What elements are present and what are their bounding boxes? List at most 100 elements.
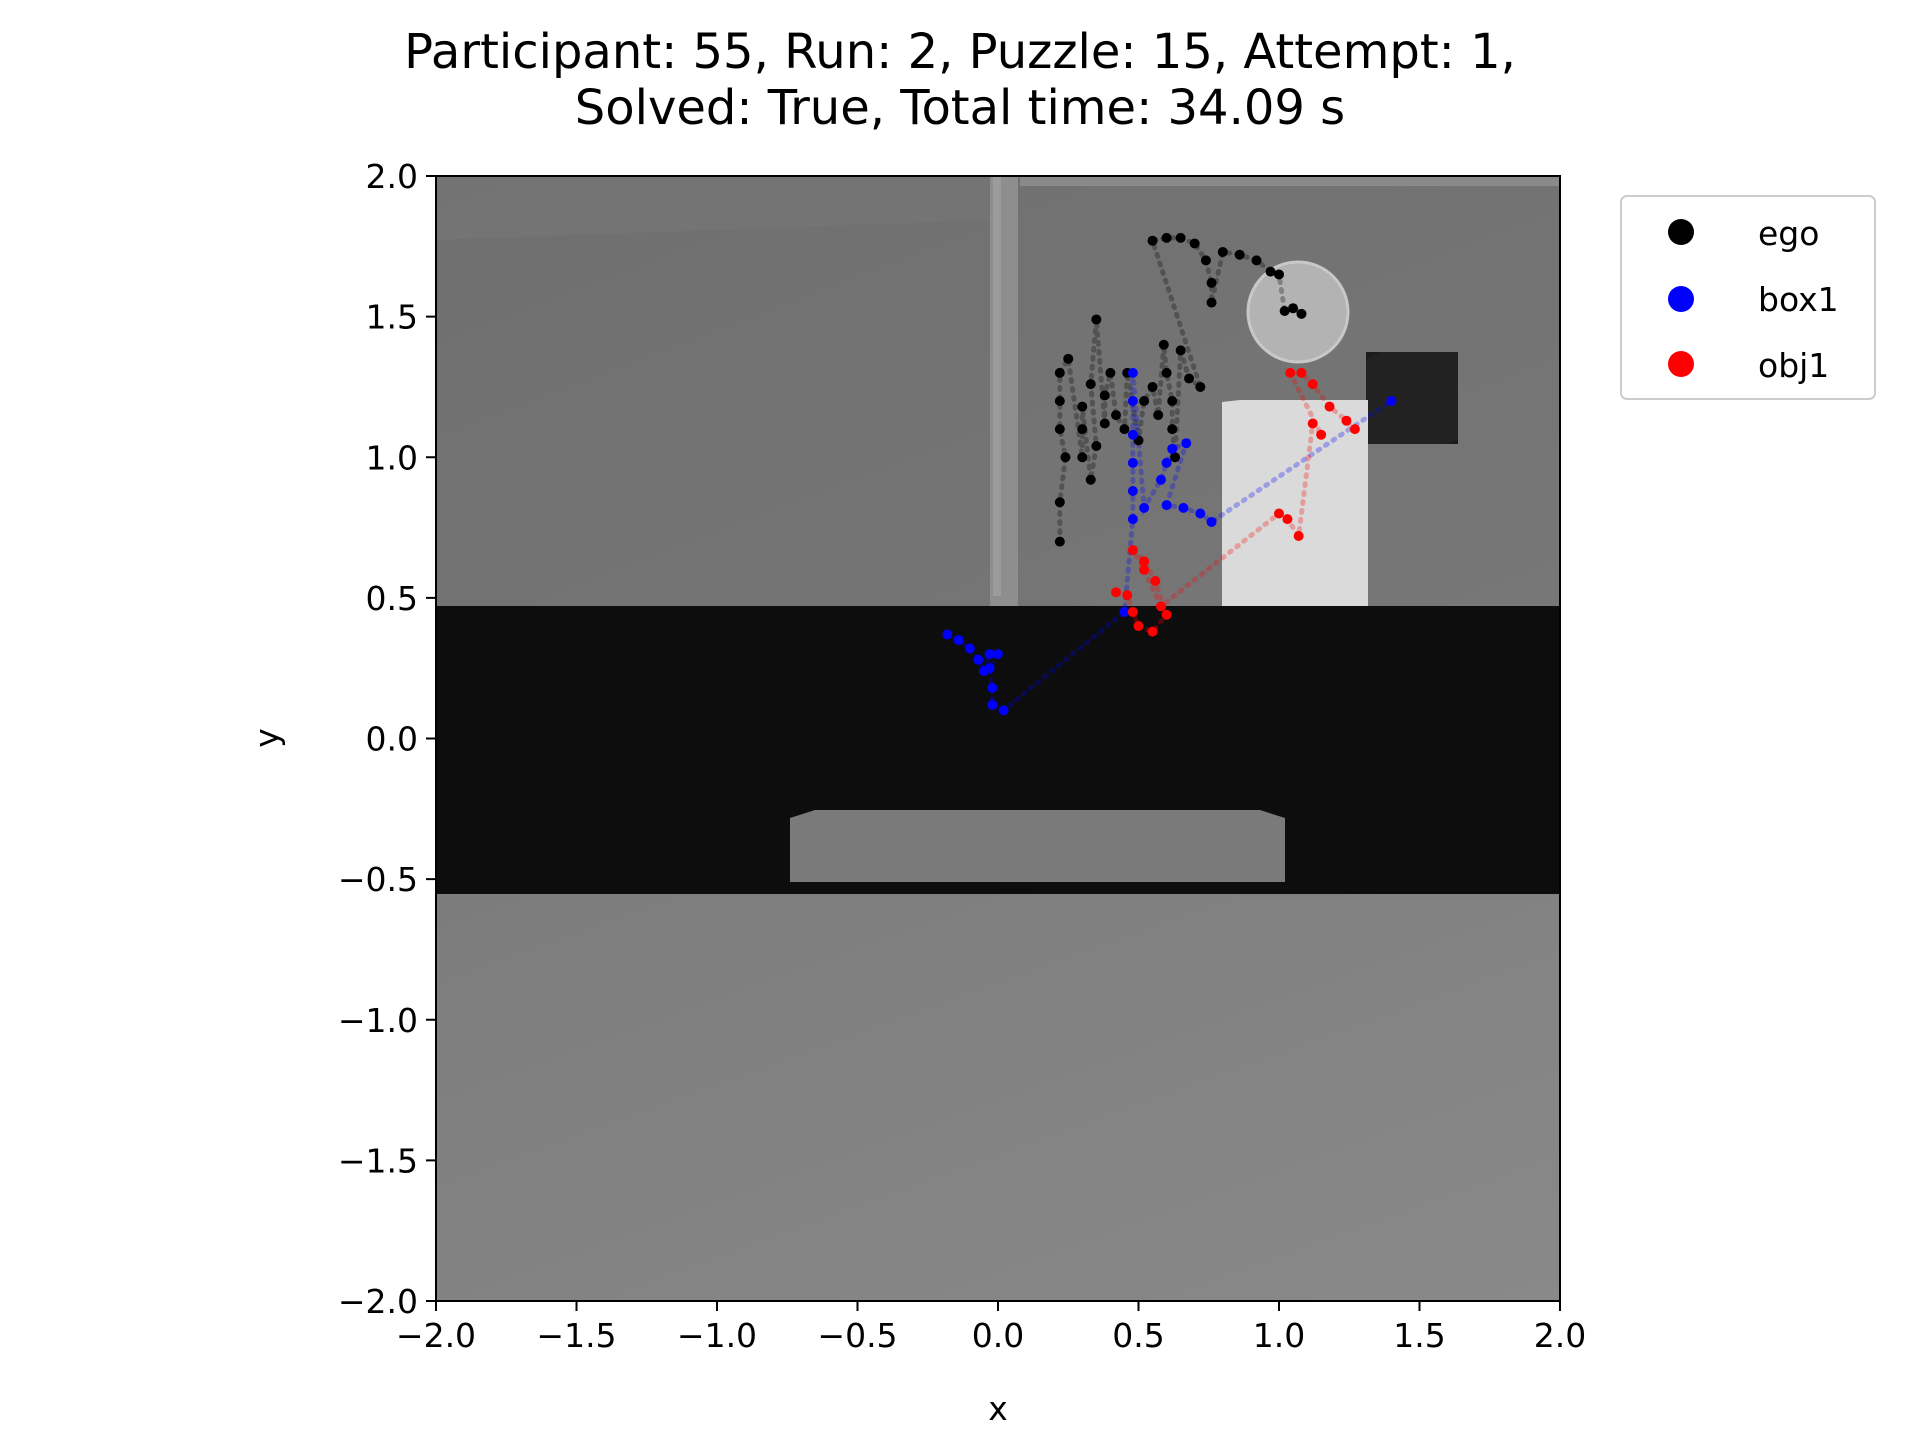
y-axis-ticks: −2.0 −1.5 −1.0 −0.5 0.0 0.5 1.0 1.5 2.0 xyxy=(338,157,436,1321)
point-ego xyxy=(1077,452,1088,463)
point-ego xyxy=(1296,308,1307,319)
point-ego xyxy=(1251,255,1262,266)
point-ego xyxy=(1147,381,1158,392)
legend-marker-obj1 xyxy=(1668,351,1694,377)
scene-upper-shade xyxy=(436,176,990,240)
point-ego xyxy=(1091,441,1102,451)
point-ego xyxy=(1167,424,1178,435)
scene-background-image xyxy=(436,176,1560,1301)
point-obj1 xyxy=(1285,367,1296,378)
legend-label-box1: box1 xyxy=(1758,280,1839,319)
point-obj1 xyxy=(1282,514,1293,525)
point-ego xyxy=(1175,232,1186,243)
point-box1 xyxy=(973,654,984,665)
point-obj1 xyxy=(1274,508,1284,519)
point-obj1 xyxy=(1139,564,1150,575)
point-ego xyxy=(1105,367,1116,378)
scene-lower-floor xyxy=(436,894,1560,1301)
x-tick-label: −1.5 xyxy=(536,1316,616,1355)
point-obj1 xyxy=(1133,621,1144,631)
point-box1 xyxy=(993,649,1003,660)
point-ego xyxy=(1175,345,1186,356)
point-obj1 xyxy=(1349,424,1360,435)
point-obj1 xyxy=(1161,609,1172,620)
point-ego xyxy=(1158,339,1169,350)
point-ego xyxy=(1217,246,1228,257)
point-obj1 xyxy=(1307,379,1318,390)
y-tick-label: 0.5 xyxy=(366,579,418,618)
legend-box xyxy=(1620,195,1876,400)
trace-box1 xyxy=(944,372,1394,714)
point-ego xyxy=(1184,373,1195,384)
x-tick-label: 1.5 xyxy=(1393,1316,1445,1355)
point-ego xyxy=(1161,367,1172,378)
point-box1 xyxy=(1386,396,1397,406)
legend-marker-box1 xyxy=(1668,286,1694,312)
point-ego xyxy=(1085,379,1096,390)
point-obj1 xyxy=(1324,401,1335,412)
legend-label-obj1: obj1 xyxy=(1758,346,1829,385)
point-box1 xyxy=(1139,502,1150,513)
y-tick-label: 0.0 xyxy=(366,720,418,759)
point-ego xyxy=(1054,497,1065,508)
scene-white-box-face xyxy=(1222,400,1368,634)
point-box1 xyxy=(1127,367,1138,378)
point-obj1 xyxy=(1293,531,1304,541)
point-box1 xyxy=(1155,474,1166,485)
point-box1 xyxy=(984,663,995,674)
point-box1 xyxy=(1127,457,1138,468)
point-obj1 xyxy=(1127,545,1138,556)
x-tick-label: 1.0 xyxy=(1253,1316,1305,1355)
scene-dark-box-face xyxy=(1366,352,1458,444)
point-obj1 xyxy=(1147,626,1158,637)
point-box1 xyxy=(942,629,953,640)
point-ego xyxy=(1288,303,1299,314)
point-ego xyxy=(1054,367,1065,378)
scene-table-slab xyxy=(790,810,1285,882)
x-tick-label: 0.0 xyxy=(972,1316,1024,1355)
point-ego xyxy=(1077,401,1088,412)
point-ego xyxy=(1279,306,1290,316)
x-axis-ticks: −2.0 −1.5 −1.0 −0.5 0.0 0.5 1.0 1.5 2.0 xyxy=(396,1301,1586,1355)
chart-title-line2: Solved: True, Total time: 34.09 s xyxy=(574,80,1346,136)
y-tick-label: −0.5 xyxy=(338,860,418,899)
scene-wall-highlight xyxy=(993,176,1001,596)
y-tick-label: −1.0 xyxy=(338,1001,418,1040)
point-box1 xyxy=(1127,486,1138,496)
legend-label-ego: ego xyxy=(1758,214,1819,253)
x-axis-label: x xyxy=(988,1389,1008,1428)
trace-obj1 xyxy=(1113,370,1358,635)
legend: ego box1 obj1 xyxy=(1620,195,1876,400)
point-ego xyxy=(1054,424,1065,435)
point-obj1 xyxy=(1316,429,1327,440)
y-tick-label: 2.0 xyxy=(366,157,418,196)
point-obj1 xyxy=(1139,556,1150,567)
point-box1 xyxy=(1127,429,1138,440)
point-ego xyxy=(1060,452,1071,463)
point-box1 xyxy=(953,635,964,646)
point-ego xyxy=(1206,277,1217,288)
y-tick-label: −1.5 xyxy=(338,1141,418,1180)
x-tick-label: −0.5 xyxy=(817,1316,897,1355)
faint-trajectory-traces xyxy=(944,235,1394,714)
point-ego xyxy=(1195,381,1206,392)
point-box1 xyxy=(1161,457,1172,468)
y-tick-label: 1.0 xyxy=(366,438,418,477)
point-ego xyxy=(1119,424,1130,435)
chart-title-line1: Participant: 55, Run: 2, Puzzle: 15, Att… xyxy=(404,24,1516,80)
point-ego xyxy=(1099,390,1110,401)
point-ego xyxy=(1189,238,1200,249)
scene-upper-edge xyxy=(1020,176,1560,186)
point-box1 xyxy=(1127,396,1138,406)
point-ego xyxy=(1063,353,1074,364)
point-box1 xyxy=(964,643,975,654)
x-tick-label: −1.0 xyxy=(677,1316,757,1355)
point-box1 xyxy=(1127,514,1138,525)
point-ego xyxy=(1161,232,1172,243)
point-obj1 xyxy=(1127,606,1138,617)
point-ego xyxy=(1265,266,1276,277)
legend-marker-ego xyxy=(1668,219,1694,245)
point-ego xyxy=(1147,235,1158,246)
point-ego xyxy=(1139,396,1150,406)
